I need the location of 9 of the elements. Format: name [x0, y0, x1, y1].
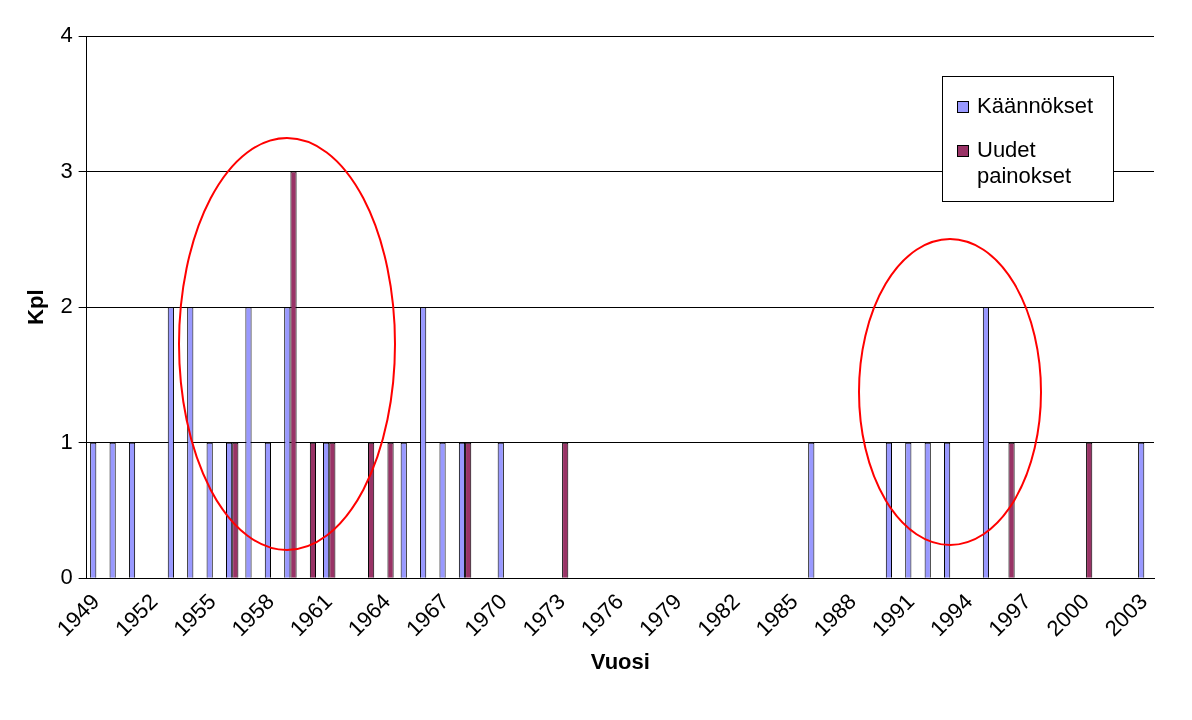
- legend-label: Uudet painokset: [977, 137, 1073, 189]
- legend-label: Käännökset: [977, 93, 1094, 119]
- y-tick-label: 0: [60, 564, 73, 590]
- x-axis-title: Vuosi: [590, 648, 650, 674]
- y-tick-label: 1: [60, 428, 73, 454]
- y-tick-label: 2: [60, 293, 73, 319]
- y-axis-title: Kpl: [23, 289, 49, 325]
- y-tick-label: 4: [60, 22, 73, 48]
- y-tick-label: 3: [60, 157, 73, 183]
